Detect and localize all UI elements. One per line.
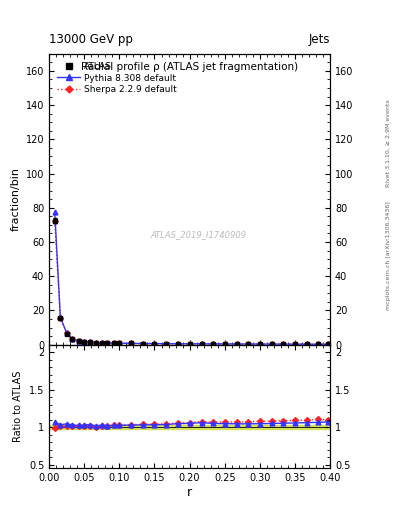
- Y-axis label: fraction/bin: fraction/bin: [10, 167, 20, 231]
- Text: ATLAS_2019_I1740909: ATLAS_2019_I1740909: [150, 230, 246, 239]
- Bar: [49, 425, 330, 430]
- X-axis label: r: r: [187, 486, 192, 499]
- Y-axis label: Ratio to ATLAS: Ratio to ATLAS: [13, 371, 23, 442]
- Legend: ATLAS, Pythia 8.308 default, Sherpa 2.2.9 default: ATLAS, Pythia 8.308 default, Sherpa 2.2.…: [53, 58, 181, 98]
- Text: Rivet 3.1.10, ≥ 2.9M events: Rivet 3.1.10, ≥ 2.9M events: [386, 99, 391, 187]
- Text: mcplots.cern.ch [arXiv:1306.3436]: mcplots.cern.ch [arXiv:1306.3436]: [386, 202, 391, 310]
- Text: 13000 GeV pp: 13000 GeV pp: [49, 33, 133, 46]
- Text: Radial profile ρ (ATLAS jet fragmentation): Radial profile ρ (ATLAS jet fragmentatio…: [81, 62, 298, 73]
- Text: Jets: Jets: [309, 33, 330, 46]
